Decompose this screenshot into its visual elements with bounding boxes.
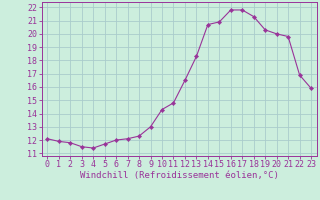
X-axis label: Windchill (Refroidissement éolien,°C): Windchill (Refroidissement éolien,°C) bbox=[80, 171, 279, 180]
